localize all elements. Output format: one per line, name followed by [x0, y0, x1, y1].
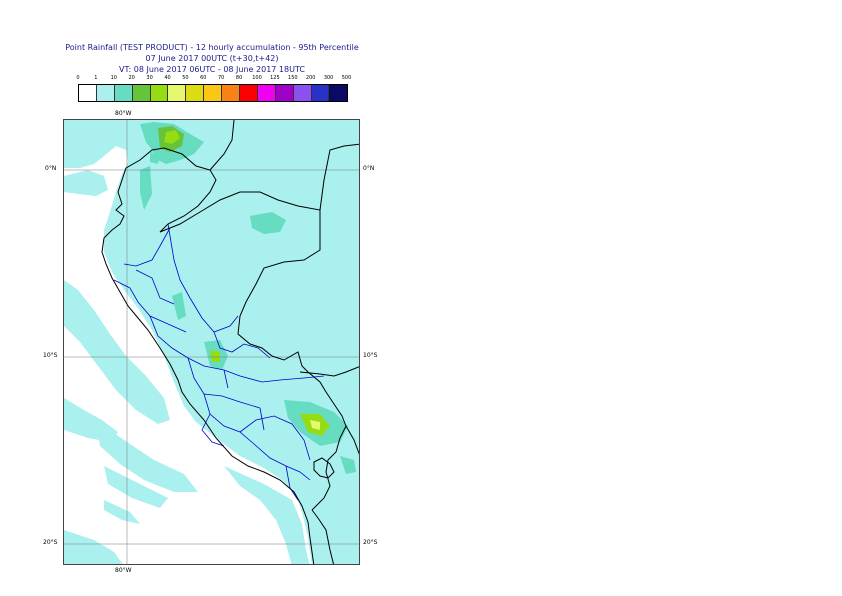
legend-swatch: [79, 85, 97, 101]
legend-swatch: [96, 85, 115, 101]
title-line-1: Point Rainfall (TEST PRODUCT) - 12 hourl…: [65, 43, 359, 52]
legend-color-bar: [78, 84, 349, 102]
legend-threshold-label: 70: [218, 75, 225, 81]
rain-patch-north-small: [150, 152, 160, 164]
border-peru-colombia-brazil: [159, 191, 321, 373]
rain-field-moderate: [140, 122, 356, 474]
title-line-3: VT: 08 June 2017 06UTC - 08 June 2017 18…: [119, 65, 305, 74]
lake-titicaca: [313, 457, 335, 479]
rain-patch-coast-north: [140, 166, 152, 210]
legend-swatch: [132, 85, 151, 101]
border-bolivia-chile: [311, 509, 335, 564]
legend-threshold-label: 1: [94, 75, 98, 81]
admin-line-15: [223, 369, 229, 389]
legend-threshold-label: 150: [288, 75, 298, 81]
border-bolivia-east: [345, 425, 359, 455]
admin-line-5: [187, 357, 261, 409]
lat-label-20-left: 20°S: [43, 539, 58, 546]
legend-swatch: [168, 85, 187, 101]
lon-label-bottom: 80°W: [115, 567, 132, 574]
legend-swatch: [240, 85, 258, 101]
legend-threshold-label: 500: [341, 75, 352, 81]
coastline-peru: [101, 167, 315, 564]
national-boundaries: [101, 120, 359, 564]
lat-label-0-left: 0°N: [45, 165, 57, 172]
legend-swatch: [150, 85, 169, 101]
legend-threshold-label: 125: [270, 75, 280, 81]
admin-line-6: [239, 375, 325, 383]
legend-threshold-label: 100: [252, 75, 262, 81]
admin-line-2: [135, 269, 175, 305]
legend-swatch: [257, 85, 276, 101]
border-bolivia-brazil: [299, 366, 359, 377]
rain-area-ocean-band-4: [104, 466, 168, 508]
lat-label-10-right: 10°S: [363, 352, 378, 359]
admin-line-13: [201, 413, 225, 447]
rain-area-sw-corner: [64, 530, 123, 564]
legend-threshold-label: 200: [305, 75, 316, 81]
title-line-2: 07 June 2017 00UTC (t+30,t+42): [145, 54, 279, 63]
legend-threshold-label: 10: [110, 75, 117, 81]
rain-patch-north-veryheavy: [164, 130, 180, 144]
rain-patch-mid: [172, 292, 186, 320]
graticule: [64, 120, 359, 564]
legend-swatch: [222, 85, 241, 101]
legend-swatch: [329, 85, 348, 101]
legend-threshold-label: 30: [146, 75, 153, 81]
legend-threshold-label: 0: [76, 75, 80, 81]
legend-threshold-label: 60: [200, 75, 207, 81]
legend-threshold-labels: 0 1 10 20 30 40 50 60 70 80 100 125 150 200 300 500: [0, 75, 842, 85]
admin-line-11: [213, 331, 271, 359]
legend-swatch: [204, 85, 223, 101]
legend-swatch: [186, 85, 205, 101]
lat-label-10-left: 10°S: [43, 352, 58, 359]
admin-line-12: [259, 407, 265, 431]
lon-label-top: 80°W: [115, 110, 132, 117]
legend-threshold-label: 80: [235, 75, 243, 81]
rain-patch-lake: [340, 456, 356, 474]
rain-area-ocean-band-1: [64, 280, 170, 424]
admin-boundaries: [113, 223, 325, 501]
lat-label-20-right: 20°S: [363, 539, 378, 546]
map-panel: [63, 119, 360, 565]
admin-line-14: [123, 227, 171, 267]
border-brazil-colombia: [319, 143, 359, 211]
legend-threshold-label: 300: [323, 75, 334, 81]
legend-threshold-label: 50: [182, 75, 189, 81]
legend-threshold-label: 40: [164, 75, 171, 81]
border-colombia-north: [209, 120, 235, 171]
rain-patch-central-heavy: [210, 350, 220, 362]
admin-line-1: [167, 223, 239, 333]
legend-swatch: [311, 85, 330, 101]
legend-threshold-label: 20: [128, 75, 135, 81]
legend-swatch: [114, 85, 133, 101]
border-peru-brazil-south: [307, 371, 347, 427]
admin-line-7: [203, 393, 255, 445]
legend-swatch: [275, 85, 294, 101]
admin-line-8: [239, 415, 311, 461]
rain-area-ocean-band-5: [104, 500, 140, 524]
rain-patch-southeast-extreme: [310, 420, 320, 430]
map-svg: [64, 120, 359, 564]
rain-patch-east: [250, 212, 286, 234]
legend-swatch: [293, 85, 312, 101]
lat-label-0-right: 0°N: [363, 165, 375, 172]
border-peru-bolivia: [311, 425, 347, 511]
rain-area-west-strip: [64, 170, 108, 196]
rain-area-ocean-band-3: [96, 420, 198, 492]
rain-area-south-coast: [224, 466, 310, 564]
admin-line-3: [113, 279, 187, 333]
